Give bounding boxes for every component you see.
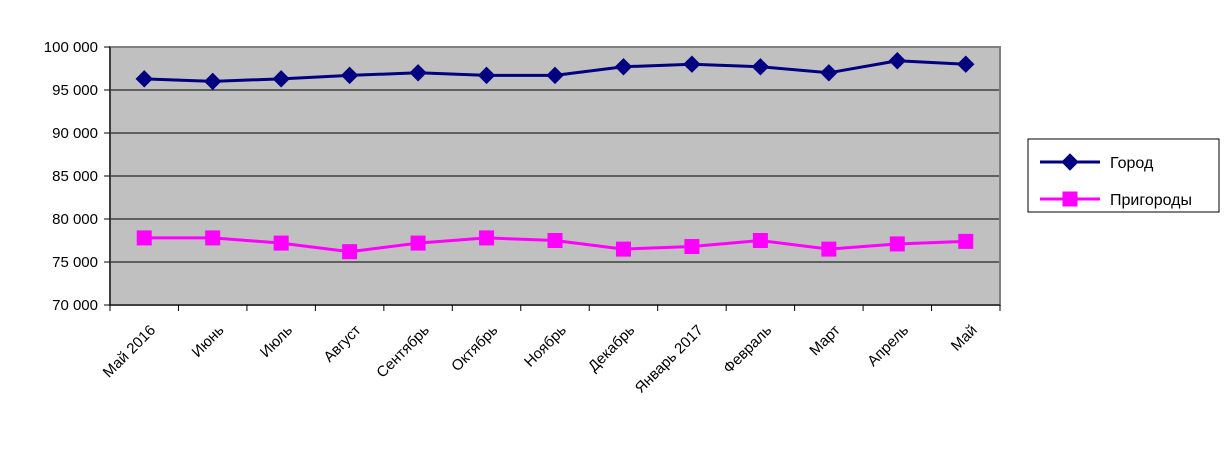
x-tick-label: Ноябрь [521, 322, 570, 371]
y-tick-label: 90 000 [52, 125, 98, 142]
data-point [820, 64, 838, 82]
data-point [273, 235, 289, 251]
data-point [135, 70, 153, 88]
data-point [546, 66, 564, 85]
x-tick-label: Январь 2017 [632, 322, 707, 397]
data-point [203, 72, 222, 91]
data-point [957, 55, 975, 73]
data-point [409, 64, 427, 82]
data-point [205, 230, 221, 246]
gridlines [110, 89, 1000, 263]
y-tick-label: 75 000 [52, 254, 98, 271]
y-axis: 70 000 75 000 80 000 85 000 90 000 95 000 100 … [44, 39, 111, 314]
data-point [821, 241, 837, 257]
y-tick-label: 100 000 [44, 39, 98, 56]
x-axis: Май 2016 Июнь Июль Август Сентябрь Октябрь Ноя… [100, 304, 1001, 397]
legend-item: Пригороды [1040, 191, 1192, 209]
data-point [342, 244, 358, 260]
data-point [752, 233, 768, 248]
x-tick-label: Июль [257, 322, 296, 361]
data-point [958, 233, 974, 249]
x-tick-label: Февраль [720, 322, 775, 377]
data-point [410, 235, 426, 251]
data-point [614, 58, 633, 76]
y-tick-label: 85 000 [52, 168, 98, 185]
x-tick-label: Декабрь [585, 322, 639, 376]
data-point [751, 58, 770, 76]
x-tick-label: Август [320, 322, 364, 366]
series-2 [136, 230, 974, 260]
data-point [340, 66, 359, 85]
data-point [684, 239, 700, 255]
data-point [683, 55, 701, 73]
x-tick-label: Март [806, 322, 843, 359]
legend-label: Город [1110, 155, 1154, 172]
x-tick-label: Октябрь [448, 322, 501, 375]
data-point [272, 70, 290, 88]
legend-label: Пригороды [1110, 192, 1192, 209]
legend-item: Город [1040, 153, 1154, 172]
series-1 [135, 52, 975, 91]
data-point [477, 66, 496, 85]
data-point [479, 230, 495, 246]
data-point [1062, 191, 1078, 207]
data-point [136, 230, 152, 246]
x-tick-label: Сентябрь [373, 322, 433, 382]
x-tick-label: Май 2016 [100, 322, 159, 381]
x-tick-label: Июнь [189, 322, 228, 361]
data-point [889, 236, 905, 252]
legend: Город Пригороды [1027, 138, 1220, 213]
data-point [615, 241, 631, 257]
y-tick-label: 80 000 [52, 211, 98, 228]
x-tick-label: Май [948, 322, 981, 355]
x-tick-label: Апрель [864, 322, 912, 370]
series-layer [135, 52, 975, 260]
y-tick-label: 70 000 [52, 297, 98, 314]
data-point [888, 52, 907, 70]
data-point [1061, 153, 1079, 171]
y-tick-label: 95 000 [52, 82, 98, 99]
data-point [547, 233, 563, 248]
